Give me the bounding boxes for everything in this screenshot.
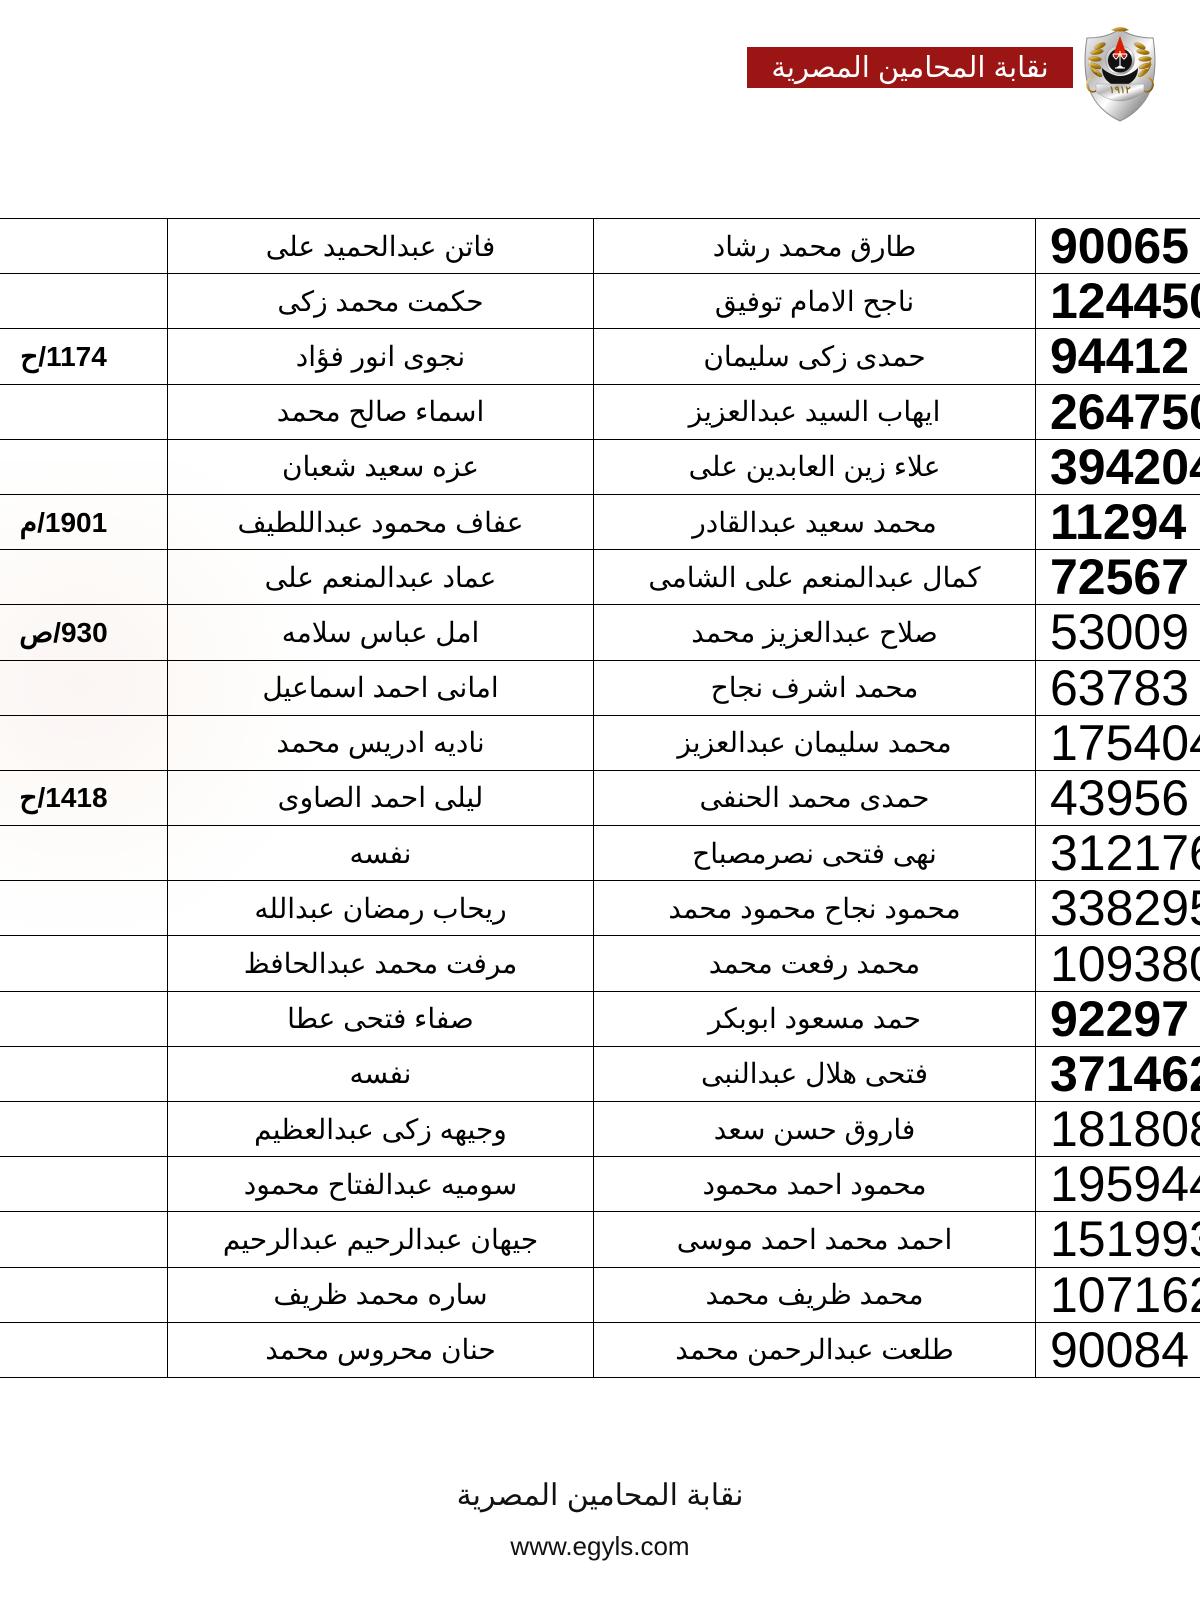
svg-text:١٩١٢: ١٩١٢ bbox=[1109, 85, 1131, 96]
